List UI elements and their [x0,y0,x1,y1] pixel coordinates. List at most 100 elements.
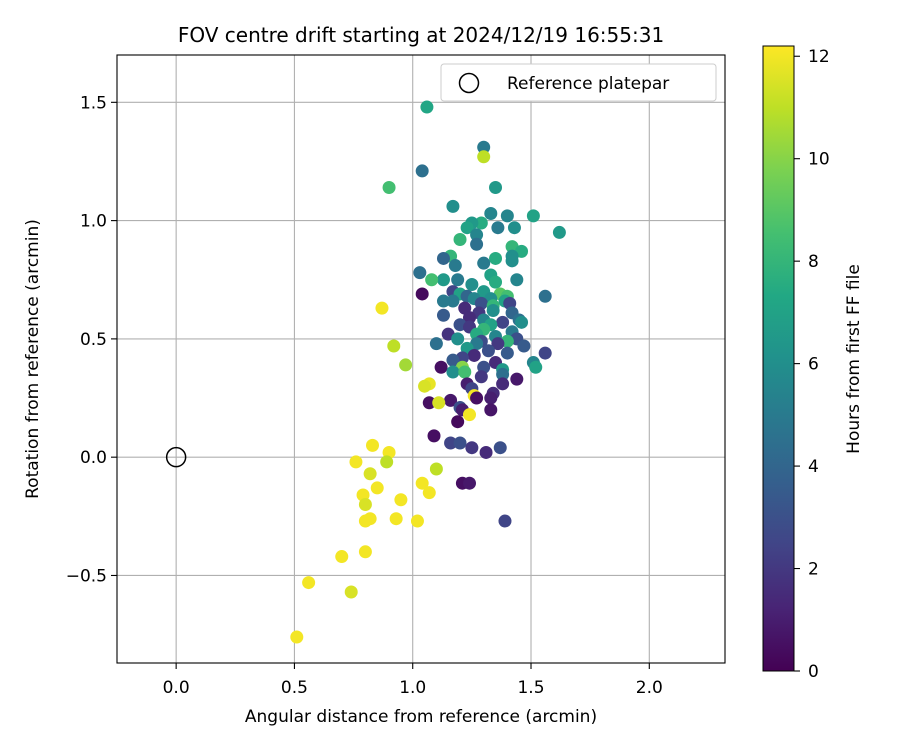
data-point [436,308,450,322]
legend-marker-open-circle-icon [458,72,480,94]
data-point [552,225,566,239]
data-point [358,545,372,559]
data-point [507,221,521,235]
x-tick-label: 2.0 [636,678,663,698]
data-point [500,209,514,223]
plot-frame [116,54,726,664]
data-point [491,337,505,351]
data-point [491,221,505,235]
data-point [425,273,439,287]
data-point [387,339,401,353]
data-point [486,304,500,318]
colorbar-tick-label: 6 [808,355,819,375]
data-point [500,346,514,360]
data-point [422,396,436,410]
data-points [290,100,566,644]
data-point [444,436,458,450]
data-point [451,273,465,287]
data-point [420,100,434,114]
data-point [462,408,476,422]
data-point [474,216,488,230]
data-point [538,289,552,303]
data-point [422,486,436,500]
x-axis-label: Angular distance from reference (arcmin) [245,707,597,727]
data-point [498,514,512,528]
data-point [358,497,372,511]
data-point [429,337,443,351]
data-point [477,256,491,270]
y-tick-label: 0.5 [80,330,107,350]
data-point [467,348,481,362]
data-point [484,207,498,221]
data-point [538,346,552,360]
data-point [375,301,389,315]
data-point [415,287,429,301]
data-point [349,455,363,469]
colorbar-tick-label: 12 [808,47,830,67]
data-point [436,273,450,287]
legend-label: Reference platepar [507,74,669,94]
data-point [436,251,450,265]
data-point [413,266,427,280]
data-point [484,403,498,417]
data-point [493,441,507,455]
data-point [489,251,503,265]
x-axis-ticks: 0.0 0.5 1.0 1.5 2.0 [163,663,663,698]
data-point [453,436,467,450]
data-point [465,277,479,291]
legend: Reference platepar [440,63,717,102]
data-point [451,332,465,346]
data-point [470,237,484,251]
data-point [474,370,488,384]
data-point [517,339,531,353]
data-point [526,209,540,223]
data-point [496,315,510,329]
colorbar-tick-label: 4 [808,457,819,477]
data-point [462,476,476,490]
colorbar-tick-label: 8 [808,252,819,272]
data-point [382,180,396,194]
data-point [380,455,394,469]
data-point [389,512,403,526]
data-point [462,311,476,325]
data-point [496,367,510,381]
colorbar-ticks: 0 2 4 6 8 10 12 [794,47,830,682]
data-point [335,550,349,564]
data-point [489,275,503,289]
data-point [446,353,460,367]
data-point [410,514,424,528]
data-point [465,441,479,455]
y-tick-label: 1.5 [80,93,107,113]
x-tick-label: 1.5 [517,678,544,698]
legend-box [440,63,717,102]
data-point [451,415,465,429]
colorbar-tick-label: 10 [808,150,830,170]
data-point [436,294,450,308]
data-point [344,585,358,599]
data-point [505,254,519,268]
grid-lines [117,55,725,663]
data-point [366,438,380,452]
data-point [418,379,432,393]
data-point [470,228,484,242]
data-point [432,396,446,410]
data-point [489,180,503,194]
data-point [477,140,491,154]
data-point [515,315,529,329]
colorbar [762,45,795,672]
data-point [429,462,443,476]
colorbar-tick-label: 2 [808,560,819,580]
data-point [415,476,429,490]
x-tick-label: 1.0 [399,678,426,698]
y-axis-label: Rotation from reference (arcmin) [23,219,43,499]
y-axis-ticks: −0.5 0.0 0.5 1.0 1.5 [66,93,117,586]
data-point [460,221,474,235]
data-point [302,576,316,590]
data-point [363,467,377,481]
data-point [496,377,510,391]
data-point [370,481,384,495]
data-point [290,630,304,644]
data-point [427,429,441,443]
data-point [446,199,460,213]
data-point [444,393,458,407]
